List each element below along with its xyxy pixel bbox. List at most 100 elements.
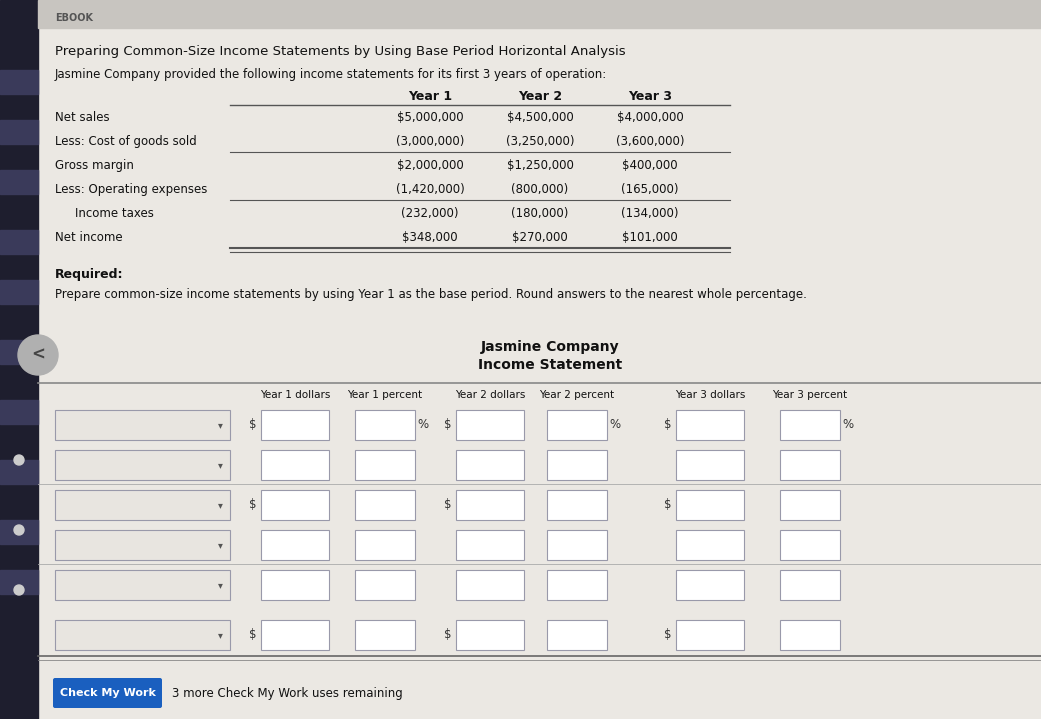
Bar — [0, 230, 39, 254]
Bar — [0, 520, 39, 544]
Bar — [547, 620, 607, 650]
Bar — [355, 490, 415, 520]
Circle shape — [18, 335, 58, 375]
Text: $: $ — [664, 498, 671, 511]
Text: Year 2 percent: Year 2 percent — [539, 390, 614, 400]
Bar — [456, 530, 524, 560]
Text: $: $ — [445, 418, 452, 431]
Bar — [355, 410, 415, 440]
Text: $348,000: $348,000 — [402, 231, 458, 244]
Text: $: $ — [249, 418, 257, 431]
Bar — [676, 490, 744, 520]
Text: Required:: Required: — [55, 268, 124, 281]
Text: (3,000,000): (3,000,000) — [396, 135, 464, 148]
Text: (800,000): (800,000) — [511, 183, 568, 196]
Bar — [456, 490, 524, 520]
Text: $4,500,000: $4,500,000 — [507, 111, 574, 124]
Text: (134,000): (134,000) — [621, 207, 679, 220]
Text: ▾: ▾ — [218, 460, 223, 470]
Text: $: $ — [664, 628, 671, 641]
Bar — [261, 490, 329, 520]
Bar — [456, 450, 524, 480]
Text: Income Statement: Income Statement — [478, 358, 623, 372]
Bar — [0, 460, 39, 484]
Bar — [55, 410, 230, 440]
Bar — [0, 70, 39, 94]
Bar — [780, 620, 840, 650]
Text: Year 1 dollars: Year 1 dollars — [260, 390, 330, 400]
Text: (232,000): (232,000) — [401, 207, 459, 220]
Bar — [355, 620, 415, 650]
Bar — [261, 620, 329, 650]
Bar — [547, 450, 607, 480]
Bar — [676, 570, 744, 600]
Text: Preparing Common-Size Income Statements by Using Base Period Horizontal Analysis: Preparing Common-Size Income Statements … — [55, 45, 626, 58]
Text: Year 3 dollars: Year 3 dollars — [675, 390, 745, 400]
Text: $400,000: $400,000 — [623, 159, 678, 172]
Bar — [547, 490, 607, 520]
Text: Check My Work: Check My Work — [59, 688, 155, 698]
Text: $270,000: $270,000 — [512, 231, 568, 244]
Text: $1,250,000: $1,250,000 — [507, 159, 574, 172]
Text: <: < — [31, 346, 45, 364]
Bar — [676, 450, 744, 480]
Bar — [55, 490, 230, 520]
Circle shape — [14, 455, 24, 465]
Text: (3,250,000): (3,250,000) — [506, 135, 575, 148]
Circle shape — [14, 525, 24, 535]
Bar — [0, 0, 39, 719]
Text: 3 more Check My Work uses remaining: 3 more Check My Work uses remaining — [172, 687, 403, 700]
Text: $: $ — [249, 498, 257, 511]
Bar — [0, 340, 39, 364]
Bar — [355, 570, 415, 600]
Text: (165,000): (165,000) — [621, 183, 679, 196]
Text: EBOOK: EBOOK — [55, 13, 93, 23]
Bar — [355, 450, 415, 480]
Bar — [55, 530, 230, 560]
Text: $4,000,000: $4,000,000 — [616, 111, 683, 124]
Bar — [780, 450, 840, 480]
Text: $5,000,000: $5,000,000 — [397, 111, 463, 124]
Bar — [0, 570, 39, 594]
Text: ▾: ▾ — [218, 500, 223, 510]
Text: Less: Operating expenses: Less: Operating expenses — [55, 183, 207, 196]
Text: Year 1 percent: Year 1 percent — [348, 390, 423, 400]
Text: ▾: ▾ — [218, 630, 223, 640]
Text: %: % — [842, 418, 854, 431]
Bar — [780, 570, 840, 600]
Text: ▾: ▾ — [218, 540, 223, 550]
Text: $: $ — [664, 418, 671, 431]
Text: Gross margin: Gross margin — [55, 159, 134, 172]
Bar — [261, 530, 329, 560]
Text: $: $ — [445, 628, 452, 641]
Bar — [55, 620, 230, 650]
Bar — [0, 120, 39, 144]
Text: %: % — [609, 418, 620, 431]
Text: Net sales: Net sales — [55, 111, 109, 124]
Bar — [0, 280, 39, 304]
Text: Income taxes: Income taxes — [75, 207, 154, 220]
Bar — [456, 570, 524, 600]
FancyBboxPatch shape — [53, 678, 162, 708]
Text: $101,000: $101,000 — [623, 231, 678, 244]
Circle shape — [14, 585, 24, 595]
Text: Year 1: Year 1 — [408, 90, 452, 103]
Text: Year 2 dollars: Year 2 dollars — [455, 390, 526, 400]
Text: Less: Cost of goods sold: Less: Cost of goods sold — [55, 135, 197, 148]
Text: (180,000): (180,000) — [511, 207, 568, 220]
Bar — [456, 410, 524, 440]
Bar — [0, 170, 39, 194]
Text: Year 3: Year 3 — [628, 90, 672, 103]
Bar — [547, 570, 607, 600]
Text: $2,000,000: $2,000,000 — [397, 159, 463, 172]
Bar — [780, 490, 840, 520]
Bar — [261, 570, 329, 600]
Text: ▾: ▾ — [218, 580, 223, 590]
Bar — [547, 410, 607, 440]
Text: Net income: Net income — [55, 231, 123, 244]
Text: $: $ — [445, 498, 452, 511]
Text: Prepare common-size income statements by using Year 1 as the base period. Round : Prepare common-size income statements by… — [55, 288, 807, 301]
Bar — [55, 570, 230, 600]
Text: (3,600,000): (3,600,000) — [615, 135, 684, 148]
Bar — [261, 410, 329, 440]
